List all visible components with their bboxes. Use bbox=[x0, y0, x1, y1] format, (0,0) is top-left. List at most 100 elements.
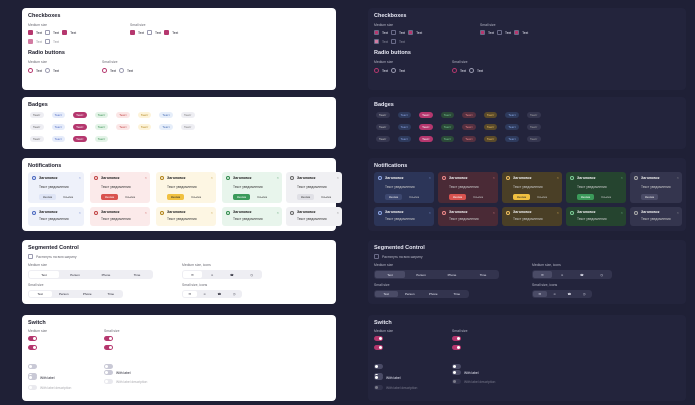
person-icon[interactable]: ☺ bbox=[203, 292, 207, 296]
close-icon[interactable]: × bbox=[144, 210, 147, 215]
close-icon[interactable]: × bbox=[428, 210, 431, 215]
switch[interactable] bbox=[452, 370, 461, 375]
mail-icon[interactable]: ✉ bbox=[533, 271, 552, 278]
switch[interactable] bbox=[374, 385, 383, 390]
person-icon[interactable]: ☺ bbox=[560, 272, 564, 277]
notification-link[interactable]: Ссылка bbox=[257, 195, 267, 199]
notification-link[interactable]: Ссылка bbox=[321, 195, 331, 199]
switch[interactable] bbox=[28, 364, 37, 369]
person-icon[interactable]: ☺ bbox=[553, 292, 557, 296]
notification-button[interactable]: Кнопка bbox=[449, 194, 467, 200]
notification-link[interactable]: Ссылка bbox=[409, 195, 419, 199]
checkbox[interactable] bbox=[391, 30, 397, 35]
radio[interactable] bbox=[469, 68, 475, 73]
checkbox[interactable] bbox=[130, 30, 135, 35]
close-icon[interactable]: × bbox=[78, 175, 81, 180]
switch[interactable] bbox=[28, 336, 37, 341]
segment[interactable]: Time bbox=[133, 272, 141, 277]
switch[interactable] bbox=[374, 375, 383, 380]
close-icon[interactable]: × bbox=[676, 210, 679, 215]
notification-link[interactable]: Ссылка bbox=[63, 195, 73, 199]
checkbox[interactable] bbox=[374, 39, 379, 44]
switch[interactable] bbox=[104, 370, 113, 375]
time-icon[interactable]: ◷ bbox=[232, 292, 236, 296]
segment[interactable]: Phone bbox=[447, 272, 457, 277]
close-icon[interactable]: × bbox=[556, 175, 559, 180]
close-icon[interactable]: × bbox=[620, 175, 623, 180]
close-icon[interactable]: × bbox=[276, 175, 279, 180]
segment[interactable]: Time bbox=[479, 272, 487, 277]
checkbox[interactable] bbox=[164, 30, 170, 35]
phone-icon[interactable]: ☎ bbox=[217, 292, 222, 296]
checkbox[interactable] bbox=[45, 39, 51, 44]
close-icon[interactable]: × bbox=[336, 210, 339, 215]
radio[interactable] bbox=[391, 68, 397, 73]
segment[interactable]: Person bbox=[416, 272, 426, 277]
close-icon[interactable]: × bbox=[492, 210, 495, 215]
checkbox[interactable] bbox=[497, 30, 503, 35]
radio[interactable] bbox=[45, 68, 51, 73]
segment[interactable]: Text bbox=[375, 291, 398, 297]
notification-button[interactable]: Кнопка bbox=[233, 194, 251, 200]
radio[interactable] bbox=[28, 68, 33, 73]
notification-button[interactable]: Кнопка bbox=[101, 194, 119, 200]
checkbox[interactable] bbox=[62, 30, 68, 35]
checkbox[interactable] bbox=[514, 30, 520, 35]
segment[interactable]: Person bbox=[404, 292, 415, 296]
phone-icon[interactable]: ☎ bbox=[567, 292, 572, 296]
notification-link[interactable]: Ссылка bbox=[191, 195, 201, 199]
person-icon[interactable]: ☺ bbox=[210, 272, 214, 277]
checkbox[interactable] bbox=[147, 30, 153, 35]
close-icon[interactable]: × bbox=[210, 175, 213, 180]
switch[interactable] bbox=[452, 364, 461, 369]
switch[interactable] bbox=[452, 336, 461, 341]
close-icon[interactable]: × bbox=[492, 175, 495, 180]
notification-link[interactable]: Ссылка bbox=[473, 195, 483, 199]
switch[interactable] bbox=[28, 385, 37, 390]
radio[interactable] bbox=[374, 68, 379, 73]
close-icon[interactable]: × bbox=[556, 210, 559, 215]
segment[interactable]: Time bbox=[107, 292, 115, 296]
notification-button[interactable]: Кнопка bbox=[297, 194, 315, 200]
segment[interactable]: Person bbox=[58, 292, 69, 296]
segment[interactable]: Person bbox=[70, 272, 80, 277]
notification-button[interactable]: Кнопка bbox=[385, 194, 403, 200]
switch[interactable] bbox=[104, 345, 113, 350]
switch[interactable] bbox=[374, 364, 383, 369]
mail-icon[interactable]: ✉ bbox=[183, 291, 197, 297]
close-icon[interactable]: × bbox=[78, 210, 81, 215]
radio[interactable] bbox=[102, 68, 107, 73]
phone-icon[interactable]: ☎ bbox=[580, 272, 584, 277]
time-icon[interactable]: ◷ bbox=[250, 272, 253, 277]
switch[interactable] bbox=[374, 345, 383, 350]
switch[interactable] bbox=[452, 345, 461, 350]
checkbox[interactable] bbox=[480, 30, 485, 35]
close-icon[interactable]: × bbox=[336, 175, 339, 180]
notification-link[interactable]: Ссылка bbox=[537, 195, 547, 199]
switch[interactable] bbox=[28, 375, 37, 380]
switch[interactable] bbox=[374, 336, 383, 341]
notification-link[interactable]: Ссылка bbox=[125, 195, 135, 199]
checkbox[interactable] bbox=[391, 39, 397, 44]
switch[interactable] bbox=[452, 379, 461, 384]
close-icon[interactable]: × bbox=[620, 210, 623, 215]
segment[interactable]: Text bbox=[29, 271, 59, 278]
time-icon[interactable]: ◷ bbox=[582, 292, 586, 296]
notification-button[interactable]: Кнопка bbox=[39, 194, 57, 200]
mail-icon[interactable]: ✉ bbox=[183, 271, 202, 278]
close-icon[interactable]: × bbox=[210, 210, 213, 215]
switch[interactable] bbox=[104, 364, 113, 369]
close-icon[interactable]: × bbox=[428, 175, 431, 180]
checkbox[interactable] bbox=[374, 30, 379, 35]
segment[interactable]: Time bbox=[453, 292, 461, 296]
checkbox[interactable] bbox=[374, 254, 379, 259]
close-icon[interactable]: × bbox=[276, 210, 279, 215]
switch[interactable] bbox=[104, 379, 113, 384]
mail-icon[interactable]: ✉ bbox=[533, 291, 547, 297]
switch[interactable] bbox=[28, 345, 37, 350]
notification-button[interactable]: Кнопка bbox=[513, 194, 531, 200]
radio[interactable] bbox=[119, 68, 125, 73]
segment[interactable]: Phone bbox=[82, 292, 92, 296]
time-icon[interactable]: ◷ bbox=[600, 272, 603, 277]
checkbox[interactable] bbox=[28, 254, 33, 259]
